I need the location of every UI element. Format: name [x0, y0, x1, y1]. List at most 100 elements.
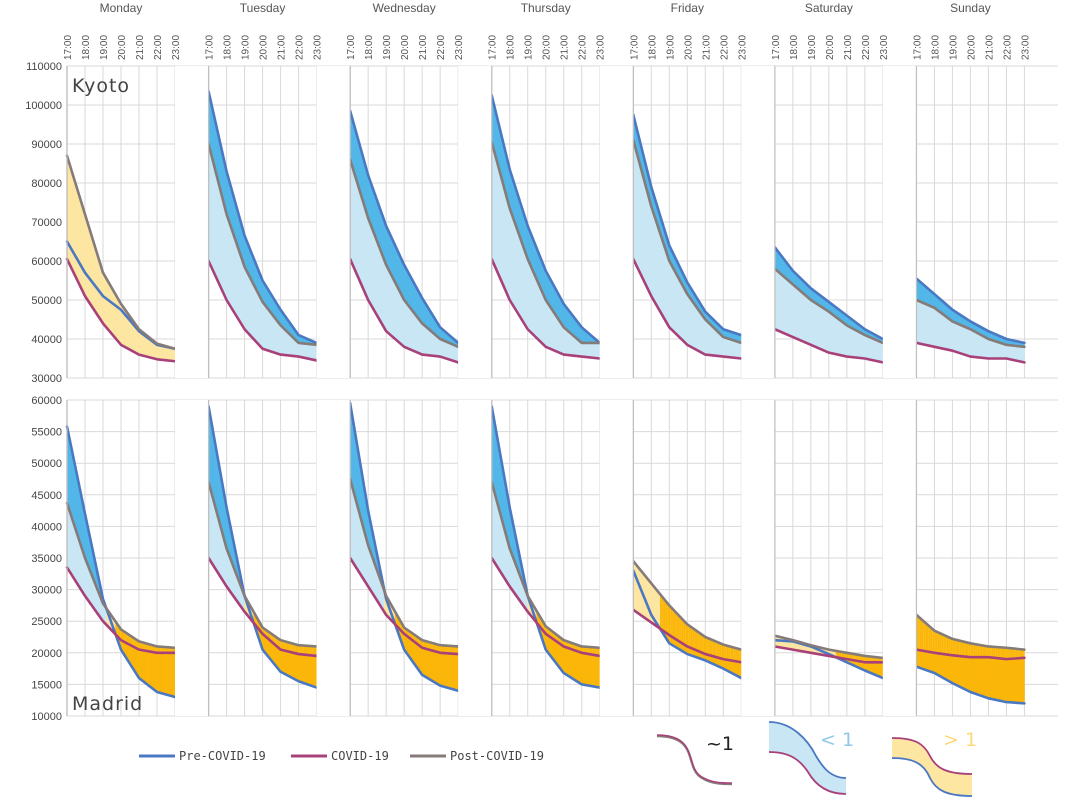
- hour-label: 20:00: [400, 35, 411, 60]
- fill-band: [396, 285, 399, 343]
- fill-band: [667, 255, 670, 329]
- fill-band: [312, 344, 316, 361]
- fill-band: [712, 325, 715, 356]
- y-tick-label: 50000: [31, 295, 62, 307]
- fill-band: [658, 228, 661, 313]
- fill-band: [351, 165, 354, 268]
- fill-band: [964, 326, 968, 356]
- fill-band: [705, 318, 708, 356]
- ratio-legend: ~1 < 1 > 1: [656, 721, 977, 797]
- series-line-post-covid: [65, 501, 177, 650]
- fill-band: [805, 294, 808, 344]
- hour-label: 21:00: [560, 35, 571, 60]
- fill-band: [366, 212, 369, 301]
- fill-band: [790, 282, 794, 338]
- fill-band: [1020, 346, 1023, 363]
- fill-band: [147, 650, 151, 687]
- fill-band: [853, 328, 857, 358]
- fill-band: [371, 227, 374, 311]
- city-label: Kyoto: [72, 75, 130, 97]
- day-gap: [741, 66, 775, 378]
- fill-band: [737, 661, 740, 678]
- fill-band: [935, 652, 939, 676]
- hour-label: 21:00: [701, 35, 712, 60]
- fill-band: [968, 656, 971, 693]
- fill-band: [982, 656, 986, 698]
- fill-band: [509, 208, 512, 304]
- fill-band: [567, 647, 570, 677]
- fill-band: [171, 652, 174, 697]
- hour-label: 19:00: [382, 35, 393, 60]
- y-tick-label: 30000: [31, 373, 62, 385]
- hour-label: 22:00: [1002, 35, 1013, 60]
- fill-band: [454, 344, 457, 363]
- fill-band: [169, 346, 172, 362]
- fill-band: [959, 655, 962, 688]
- fill-band: [934, 307, 937, 348]
- fill-band: [663, 244, 666, 322]
- series-line-post-covid: [490, 140, 602, 345]
- series-line-covid: [490, 257, 602, 360]
- fill-band: [636, 153, 639, 271]
- fill-band: [432, 332, 435, 357]
- fill-band: [594, 654, 597, 688]
- fill-band: [948, 318, 951, 351]
- day-gap: [316, 400, 351, 716]
- ratio-fill: [769, 722, 846, 794]
- fill-band: [572, 334, 575, 357]
- fill-band: [495, 495, 498, 568]
- fill-band: [808, 297, 812, 346]
- fill-band: [507, 201, 510, 301]
- fill-band: [595, 342, 599, 359]
- fill-band: [541, 291, 545, 346]
- fill-band: [699, 311, 702, 354]
- fill-band: [1018, 657, 1022, 704]
- series-line-post-covid: [490, 480, 602, 650]
- fill-band: [445, 652, 448, 689]
- fill-band: [585, 342, 588, 358]
- fill-band: [351, 485, 354, 565]
- fill-band: [294, 652, 298, 681]
- fill-band: [735, 340, 738, 359]
- y-tick-label: 30000: [31, 585, 62, 597]
- fill-band: [310, 655, 314, 687]
- fill-band: [1004, 658, 1007, 703]
- day-headers: Monday 17:00 18:00 19:00 20:00 21:00 22:00 23:0…: [63, 1, 1031, 60]
- fill-band: [153, 651, 156, 692]
- hour-label: 23:00: [171, 35, 182, 60]
- fill-band: [439, 338, 443, 358]
- fill-band: [452, 653, 455, 691]
- fill-band: [282, 649, 285, 675]
- fill-band: [561, 644, 564, 674]
- fill-band: [837, 318, 840, 356]
- fill-band: [848, 325, 851, 358]
- fill-band: [549, 304, 552, 350]
- fill-band: [634, 146, 638, 267]
- fill-band: [839, 319, 842, 356]
- fill-band: [441, 652, 444, 688]
- fill-band: [810, 299, 813, 347]
- fill-band: [812, 300, 815, 347]
- hour-label: 23:00: [1020, 35, 1031, 60]
- ratio-label-less: < 1: [820, 729, 854, 751]
- fill-band: [547, 301, 550, 349]
- hour-label: 22:00: [861, 35, 872, 60]
- fill-band: [430, 649, 434, 682]
- fill-band: [932, 306, 935, 348]
- fill-band: [995, 657, 998, 701]
- fill-band: [577, 651, 581, 684]
- fill-band: [211, 495, 215, 568]
- fill-band: [991, 339, 995, 359]
- fill-band: [576, 650, 579, 683]
- fill-band: [385, 264, 389, 334]
- fill-band: [565, 328, 568, 356]
- fill-band: [163, 652, 167, 695]
- series-line-covid: [915, 648, 1026, 661]
- fill-band: [917, 300, 921, 344]
- fill-band: [957, 323, 960, 354]
- fill-band: [171, 347, 174, 362]
- day-plot-monday: [65, 66, 177, 378]
- fill-band: [943, 653, 946, 680]
- day-gap: [316, 66, 351, 378]
- fill-band: [160, 652, 163, 694]
